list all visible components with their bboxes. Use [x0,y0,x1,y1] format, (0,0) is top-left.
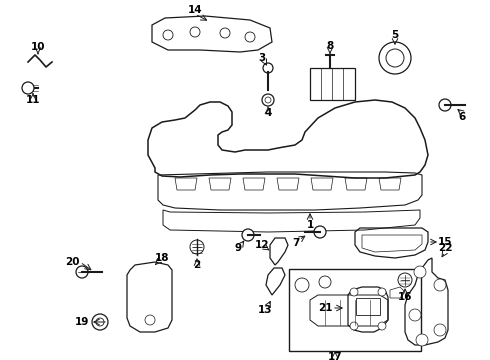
Text: 18: 18 [155,253,169,263]
Text: 22: 22 [438,243,452,253]
Text: 11: 11 [26,95,40,105]
Circle shape [386,49,404,67]
Text: 10: 10 [31,42,45,52]
Text: 2: 2 [194,260,200,270]
Text: 3: 3 [258,53,266,63]
Circle shape [22,82,34,94]
Circle shape [398,273,412,287]
Circle shape [76,266,88,278]
Circle shape [350,288,358,296]
Circle shape [220,28,230,38]
Text: 4: 4 [264,108,271,118]
Text: 8: 8 [326,41,334,51]
Text: 14: 14 [188,5,202,15]
Text: 16: 16 [398,292,412,302]
Circle shape [439,99,451,111]
Circle shape [319,276,331,288]
Circle shape [190,27,200,37]
Text: 17: 17 [328,352,343,360]
Text: 7: 7 [293,238,300,248]
Text: 1: 1 [306,220,314,230]
Circle shape [263,63,273,73]
Circle shape [145,315,155,325]
Circle shape [378,288,386,296]
Circle shape [163,30,173,40]
Circle shape [92,314,108,330]
Circle shape [416,334,428,346]
Circle shape [414,266,426,278]
Circle shape [379,42,411,74]
Text: 20: 20 [65,257,79,267]
Circle shape [262,94,274,106]
Text: 19: 19 [75,317,89,327]
Circle shape [190,240,204,254]
Text: 15: 15 [438,237,452,247]
Circle shape [409,309,421,321]
Circle shape [434,279,446,291]
Text: 12: 12 [255,240,269,250]
Circle shape [434,324,446,336]
Text: 9: 9 [234,243,242,253]
Circle shape [245,32,255,42]
Circle shape [314,226,326,238]
Circle shape [96,318,104,326]
Text: 5: 5 [392,30,399,40]
Text: 21: 21 [318,303,332,313]
Text: 6: 6 [458,112,466,122]
Circle shape [350,322,358,330]
Circle shape [242,229,254,241]
Circle shape [295,278,309,292]
Text: 13: 13 [258,305,272,315]
Circle shape [378,322,386,330]
Circle shape [265,97,271,103]
